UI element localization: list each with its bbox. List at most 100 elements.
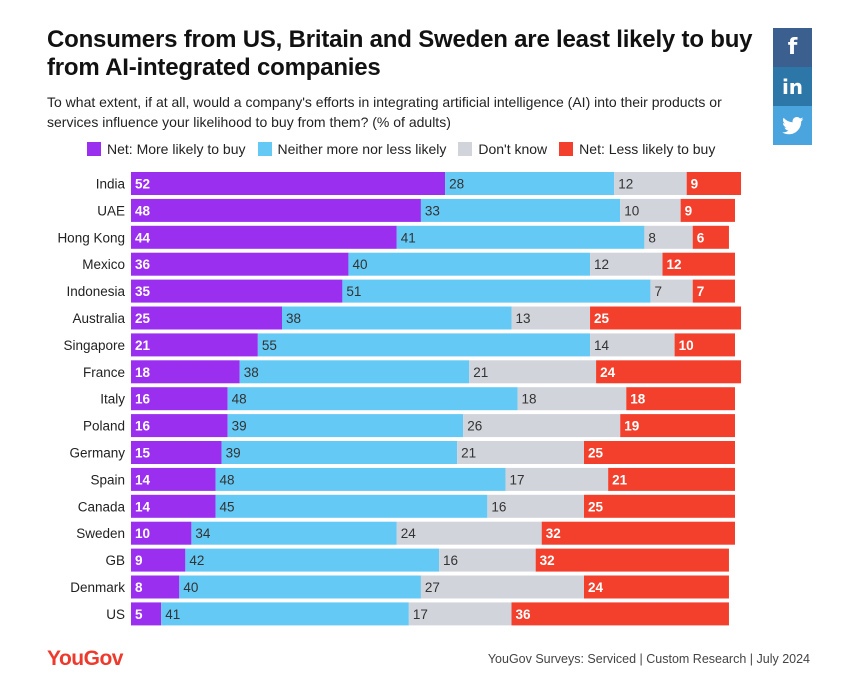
twitter-icon[interactable] bbox=[773, 106, 812, 145]
data-label-net-less-likely-to-buy-australia: 25 bbox=[594, 311, 610, 326]
bar-don-t-know-france bbox=[469, 360, 597, 384]
legend-swatch bbox=[257, 142, 272, 156]
data-label-don-t-know-poland: 26 bbox=[467, 419, 482, 434]
bar-net-more-likely-to-buy-spain bbox=[131, 467, 216, 491]
legend-label: Don't know bbox=[478, 141, 548, 157]
data-label-net-less-likely-to-buy-france: 24 bbox=[600, 365, 616, 380]
category-label-denmark: Denmark bbox=[70, 580, 125, 595]
data-label-net-less-likely-to-buy-sweden: 32 bbox=[546, 526, 561, 541]
bar-net-less-likely-to-buy-france bbox=[596, 360, 742, 384]
data-label-net-less-likely-to-buy-indonesia: 7 bbox=[697, 284, 705, 299]
bar-net-less-likely-to-buy-sweden bbox=[541, 521, 735, 545]
category-label-italy: Italy bbox=[100, 392, 125, 407]
data-label-net-less-likely-to-buy-hong-kong: 6 bbox=[697, 230, 705, 245]
bar-don-t-know-canada bbox=[487, 494, 584, 518]
bar-net-less-likely-to-buy-indonesia bbox=[692, 279, 735, 303]
bar-net-less-likely-to-buy-spain bbox=[608, 467, 735, 491]
data-label-don-t-know-canada: 16 bbox=[491, 499, 506, 514]
bar-don-t-know-italy bbox=[517, 387, 627, 411]
data-label-net-less-likely-to-buy-singapore: 10 bbox=[679, 338, 694, 353]
data-label-don-t-know-singapore: 14 bbox=[594, 338, 610, 353]
data-label-neither-more-nor-less-likely-australia: 38 bbox=[286, 311, 301, 326]
chart-subtitle: To what extent, if at all, would a compa… bbox=[47, 94, 722, 130]
data-label-net-more-likely-to-buy-mexico: 36 bbox=[135, 257, 151, 272]
data-label-don-t-know-spain: 17 bbox=[509, 472, 524, 487]
data-label-neither-more-nor-less-likely-spain: 48 bbox=[220, 472, 235, 487]
category-label-australia: Australia bbox=[72, 311, 125, 326]
data-label-neither-more-nor-less-likely-gb: 42 bbox=[189, 553, 204, 568]
category-label-uae: UAE bbox=[97, 203, 125, 218]
bar-don-t-know-australia bbox=[511, 306, 591, 330]
bar-net-less-likely-to-buy-hong-kong bbox=[692, 225, 729, 249]
bar-neither-more-nor-less-likely-spain bbox=[215, 467, 506, 491]
data-label-don-t-know-australia: 13 bbox=[516, 311, 531, 326]
chart-legend: Net: More likely to buy Neither more nor… bbox=[87, 141, 727, 157]
bar-neither-more-nor-less-likely-us bbox=[161, 602, 409, 626]
category-label-canada: Canada bbox=[78, 499, 126, 514]
linkedin-icon[interactable]: in bbox=[773, 67, 812, 106]
legend-label: Net: Less likely to buy bbox=[579, 141, 716, 157]
bar-net-more-likely-to-buy-us bbox=[131, 602, 162, 626]
bar-net-less-likely-to-buy-gb bbox=[535, 548, 729, 572]
data-label-don-t-know-indonesia: 7 bbox=[654, 284, 662, 299]
bar-net-more-likely-to-buy-australia bbox=[131, 306, 282, 330]
data-label-neither-more-nor-less-likely-mexico: 40 bbox=[352, 257, 367, 272]
data-label-neither-more-nor-less-likely-canada: 45 bbox=[220, 499, 235, 514]
data-label-net-less-likely-to-buy-spain: 21 bbox=[612, 472, 628, 487]
data-label-don-t-know-denmark: 27 bbox=[425, 580, 440, 595]
bar-net-less-likely-to-buy-germany bbox=[584, 441, 735, 464]
data-label-don-t-know-uae: 10 bbox=[624, 203, 639, 218]
bar-net-less-likely-to-buy-uae bbox=[680, 198, 735, 222]
bar-net-less-likely-to-buy-us bbox=[511, 602, 729, 626]
bar-don-t-know-singapore bbox=[590, 333, 675, 357]
facebook-icon[interactable]: f bbox=[773, 28, 812, 67]
data-label-net-more-likely-to-buy-germany: 15 bbox=[135, 446, 151, 461]
bar-don-t-know-gb bbox=[439, 548, 536, 572]
data-label-neither-more-nor-less-likely-poland: 39 bbox=[232, 419, 247, 434]
legend-item-more-likely: Net: More likely to buy bbox=[87, 141, 246, 157]
twitter-bird-shape bbox=[781, 116, 803, 134]
bar-net-more-likely-to-buy-mexico bbox=[131, 252, 349, 276]
bar-neither-more-nor-less-likely-italy bbox=[227, 387, 518, 411]
data-label-net-more-likely-to-buy-italy: 16 bbox=[135, 392, 151, 407]
legend-item-less-likely: Net: Less likely to buy bbox=[559, 141, 715, 157]
bar-neither-more-nor-less-likely-australia bbox=[282, 306, 512, 330]
category-label-spain: Spain bbox=[90, 472, 125, 487]
data-label-neither-more-nor-less-likely-uae: 33 bbox=[425, 203, 440, 218]
data-label-net-more-likely-to-buy-sweden: 10 bbox=[135, 526, 150, 541]
bar-don-t-know-poland bbox=[463, 414, 621, 438]
bar-don-t-know-india bbox=[614, 172, 687, 195]
linkedin-glyph: in bbox=[781, 74, 804, 99]
data-label-net-more-likely-to-buy-singapore: 21 bbox=[135, 338, 151, 353]
data-label-don-t-know-france: 21 bbox=[473, 365, 488, 380]
category-label-hong-kong: Hong Kong bbox=[57, 230, 125, 245]
data-label-net-more-likely-to-buy-australia: 25 bbox=[135, 311, 151, 326]
bar-net-more-likely-to-buy-italy bbox=[131, 387, 228, 411]
bar-neither-more-nor-less-likely-uae bbox=[420, 198, 621, 222]
legend-swatch bbox=[559, 142, 574, 156]
data-label-neither-more-nor-less-likely-india: 28 bbox=[449, 177, 464, 192]
data-label-net-less-likely-to-buy-uae: 9 bbox=[685, 203, 693, 218]
category-label-poland: Poland bbox=[83, 419, 125, 434]
data-label-don-t-know-india: 12 bbox=[618, 177, 633, 192]
bar-net-more-likely-to-buy-canada bbox=[131, 494, 216, 518]
data-label-net-more-likely-to-buy-hong-kong: 44 bbox=[135, 230, 151, 245]
data-label-don-t-know-italy: 18 bbox=[522, 392, 537, 407]
facebook-glyph: f bbox=[787, 35, 798, 60]
data-label-don-t-know-hong-kong: 8 bbox=[648, 230, 656, 245]
bar-net-more-likely-to-buy-indonesia bbox=[131, 279, 343, 303]
bar-don-t-know-denmark bbox=[420, 575, 584, 599]
data-label-net-less-likely-to-buy-us: 36 bbox=[516, 607, 532, 622]
bar-neither-more-nor-less-likely-india bbox=[445, 172, 615, 195]
data-label-don-t-know-sweden: 24 bbox=[401, 526, 417, 541]
data-label-net-less-likely-to-buy-poland: 19 bbox=[624, 419, 639, 434]
legend-label: Neither more nor less likely bbox=[277, 141, 447, 157]
data-label-net-more-likely-to-buy-poland: 16 bbox=[135, 419, 151, 434]
bar-net-less-likely-to-buy-denmark bbox=[584, 575, 729, 599]
category-label-mexico: Mexico bbox=[82, 257, 125, 272]
category-label-indonesia: Indonesia bbox=[66, 284, 125, 299]
bar-don-t-know-mexico bbox=[590, 252, 663, 276]
data-label-neither-more-nor-less-likely-singapore: 55 bbox=[262, 338, 277, 353]
bar-net-less-likely-to-buy-singapore bbox=[674, 333, 735, 357]
